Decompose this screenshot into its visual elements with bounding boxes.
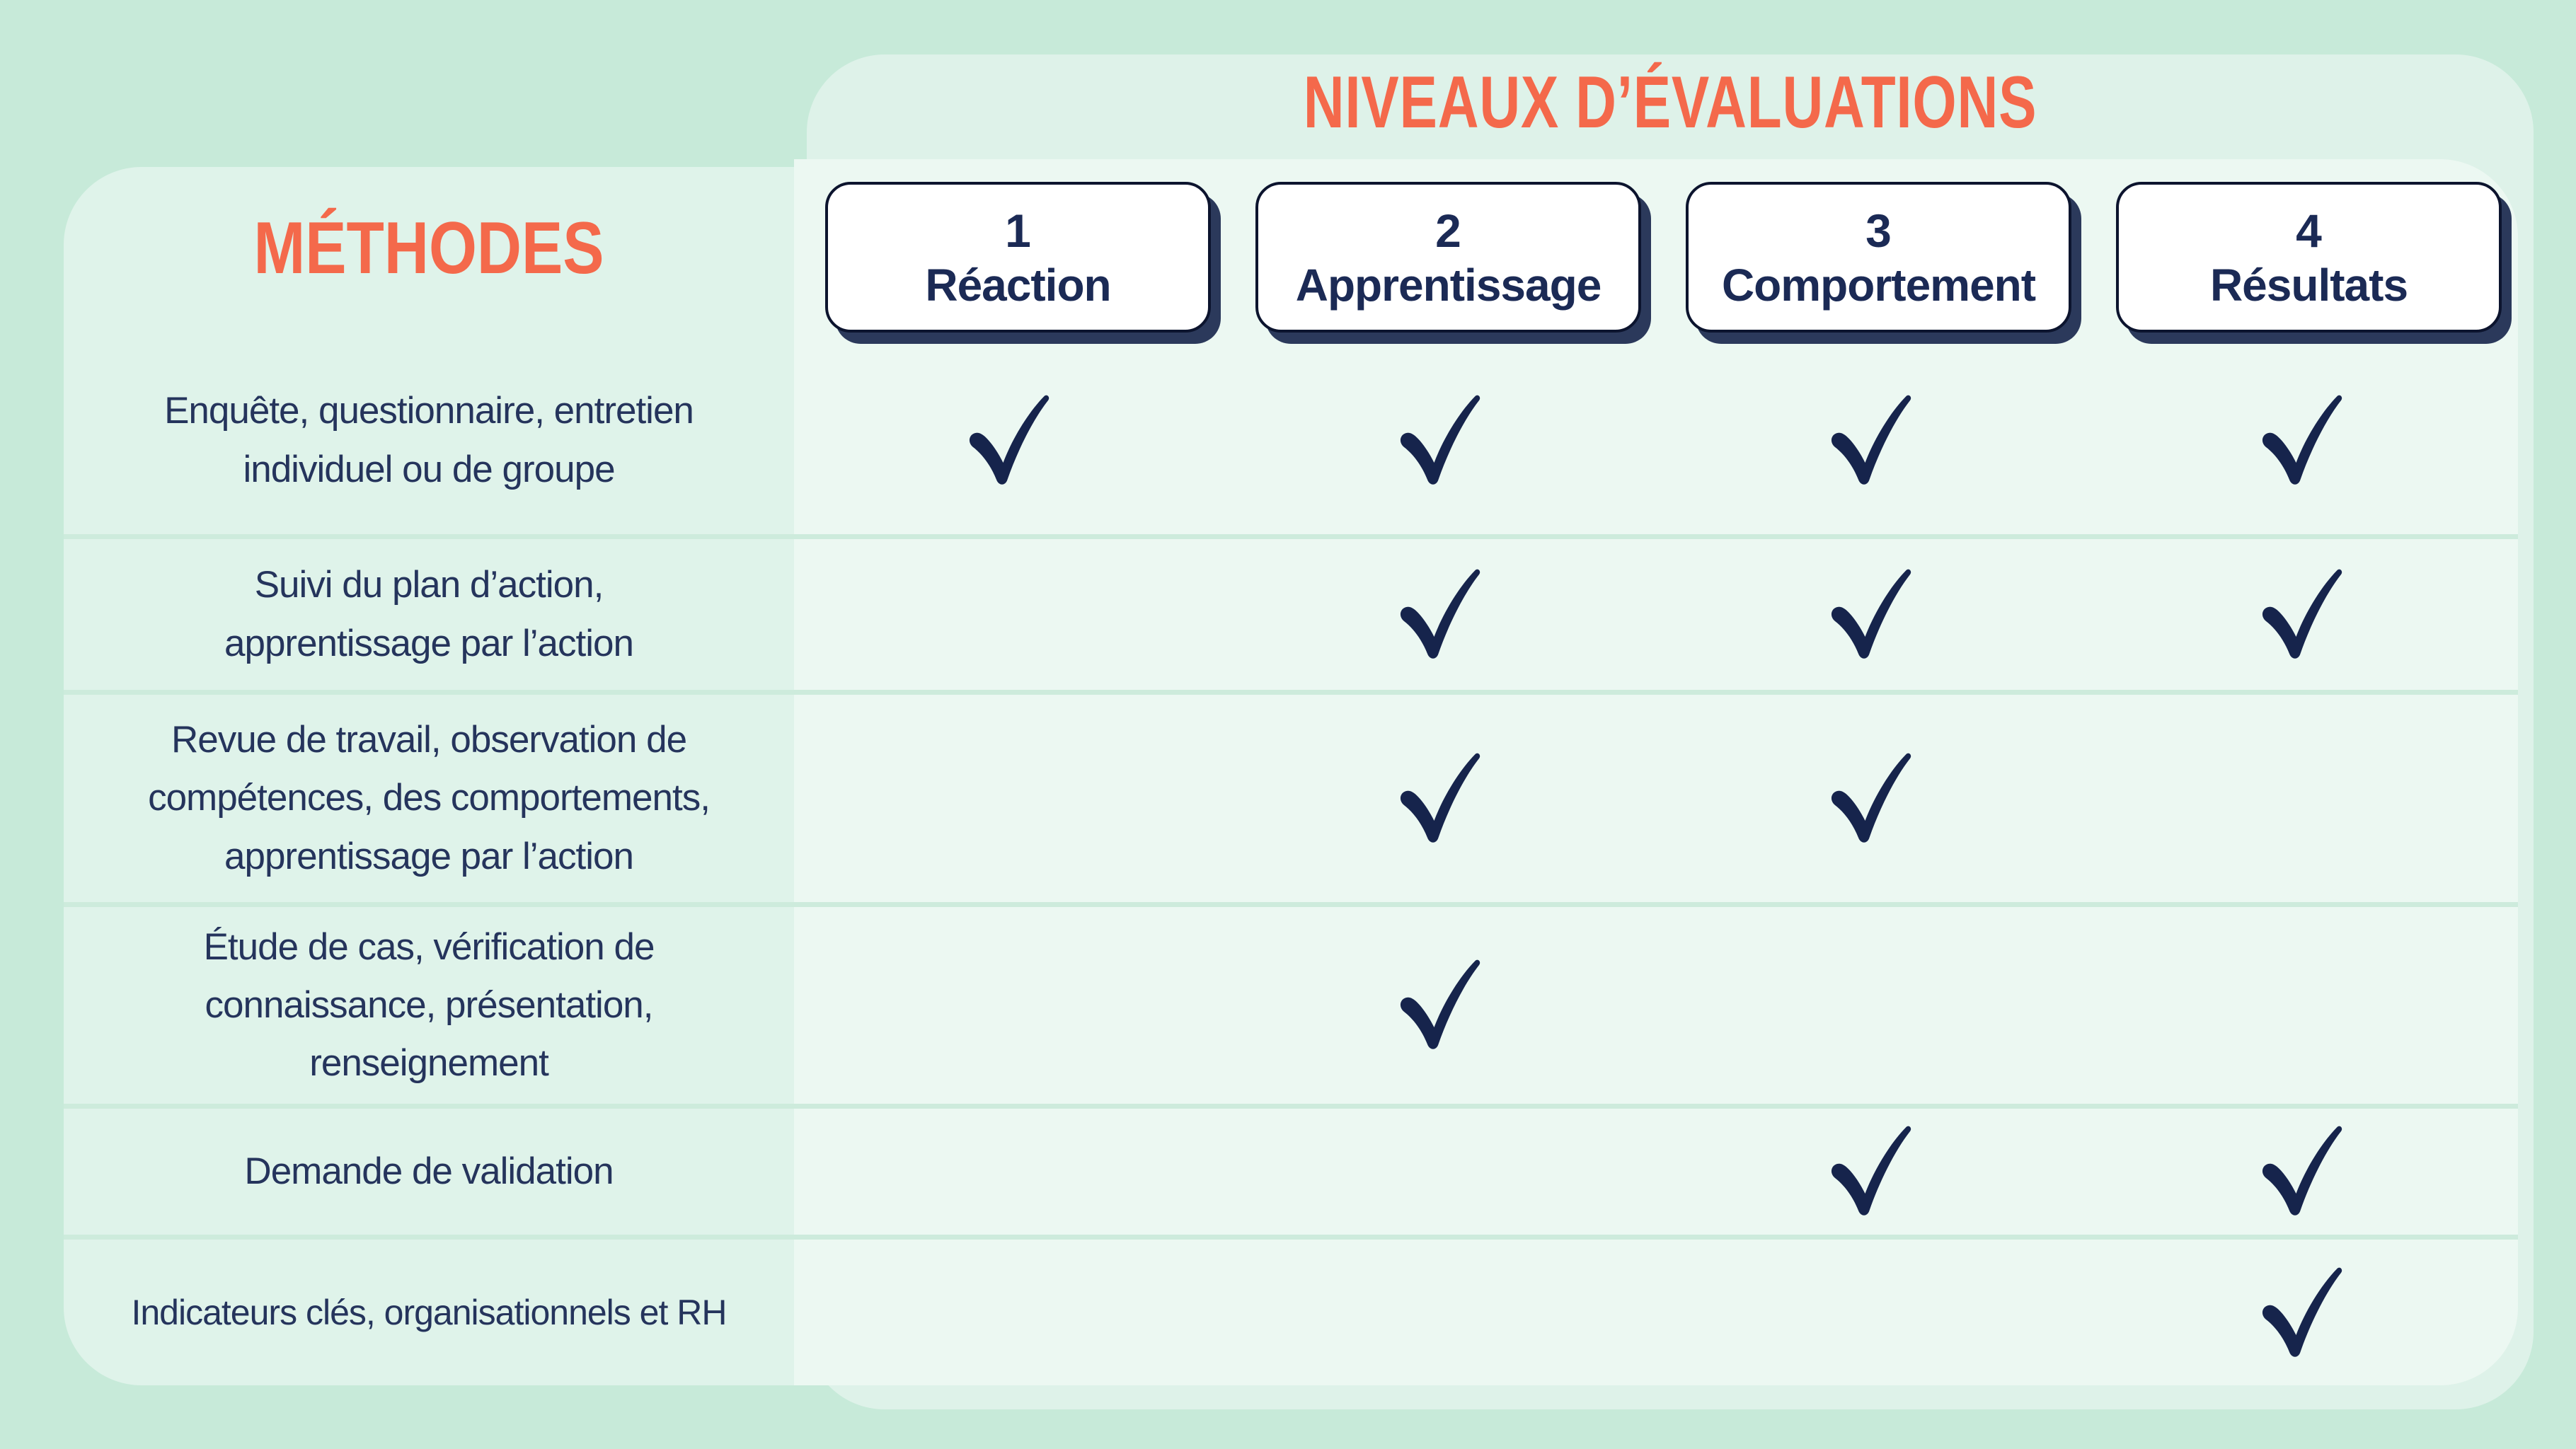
table-row: Suivi du plan d’action, apprentissage pa…	[64, 534, 2518, 690]
check-cell	[1656, 907, 2087, 1104]
check-cell	[794, 347, 1225, 534]
methods-column-header: MÉTHODES	[253, 207, 604, 289]
table-row: Étude de cas, vérification de connaissan…	[64, 902, 2518, 1104]
check-cell	[2087, 539, 2518, 690]
checkmark-icon	[1831, 569, 1911, 659]
table-row: Revue de travail, observation de compéte…	[64, 690, 2518, 902]
level-headers: 1 Réaction 2 Apprentissage 3 Comportemen…	[825, 182, 2502, 333]
level-number: 1	[1005, 204, 1031, 257]
level-header-reaction: 1 Réaction	[825, 182, 1211, 333]
level-header-comportement: 3 Comportement	[1686, 182, 2071, 333]
check-cell	[1225, 1109, 1656, 1235]
check-cell	[2087, 1240, 2518, 1387]
level-number: 3	[1865, 204, 1892, 257]
level-number: 2	[1435, 204, 1461, 257]
method-label: Revue de travail, observation de compéte…	[148, 719, 711, 877]
check-cell	[1225, 1240, 1656, 1387]
check-cell	[1225, 539, 1656, 690]
check-cell	[794, 695, 1225, 902]
level-label: Réaction	[925, 259, 1111, 311]
check-cell	[794, 1109, 1225, 1235]
check-cell	[1656, 347, 2087, 534]
level-label: Résultats	[2209, 259, 2408, 311]
level-header-resultats: 4 Résultats	[2116, 182, 2502, 333]
check-cell	[1225, 347, 1656, 534]
checkmark-icon	[1831, 1126, 1911, 1216]
level-label: Apprentissage	[1295, 259, 1602, 311]
table-row: Demande de validation	[64, 1104, 2518, 1235]
table-row: Indicateurs clés, organisationnels et RH	[64, 1235, 2518, 1387]
methods-table: Enquête, questionnaire, entretien indivi…	[64, 347, 2518, 1387]
table-row: Enquête, questionnaire, entretien indivi…	[64, 347, 2518, 534]
check-cell	[794, 1240, 1225, 1387]
check-cell	[1656, 1240, 2087, 1387]
checkmark-icon	[1400, 569, 1480, 659]
checkmark-icon	[1400, 395, 1480, 485]
checkmark-icon	[1831, 753, 1911, 843]
checkmark-icon	[2262, 1126, 2342, 1216]
level-label: Comportement	[1721, 259, 2036, 311]
checks-table-panel	[794, 159, 2518, 1385]
check-cell	[794, 539, 1225, 690]
checkmark-icon	[2262, 395, 2342, 485]
method-label: Suivi du plan d’action, apprentissage pa…	[224, 564, 634, 664]
methods-column-panel	[64, 167, 794, 1385]
check-cell	[2087, 907, 2518, 1104]
check-cell	[1225, 907, 1656, 1104]
method-label: Indicateurs clés, organisationnels et RH	[131, 1293, 727, 1333]
checkmark-icon	[2262, 569, 2342, 659]
checkmark-icon	[2262, 1267, 2342, 1357]
checkmark-icon	[1831, 395, 1911, 485]
checkmark-icon	[1400, 959, 1480, 1049]
page-title: NIVEAUX D’ÉVALUATIONS	[1303, 62, 2037, 144]
method-label: Demande de validation	[244, 1150, 614, 1192]
check-cell	[2087, 347, 2518, 534]
check-cell	[1656, 539, 2087, 690]
method-label: Étude de cas, vérification de connaissan…	[203, 925, 655, 1085]
check-cell	[1656, 695, 2087, 902]
check-cell	[2087, 1109, 2518, 1235]
check-cell	[1225, 695, 1656, 902]
check-cell	[794, 907, 1225, 1104]
check-cell	[2087, 695, 2518, 902]
checkmark-icon	[1400, 753, 1480, 843]
level-header-apprentissage: 2 Apprentissage	[1255, 182, 1641, 333]
checkmark-icon	[969, 395, 1049, 485]
check-cell	[1656, 1109, 2087, 1235]
level-number: 4	[2296, 204, 2322, 257]
method-label: Enquête, questionnaire, entretien indivi…	[164, 390, 694, 490]
